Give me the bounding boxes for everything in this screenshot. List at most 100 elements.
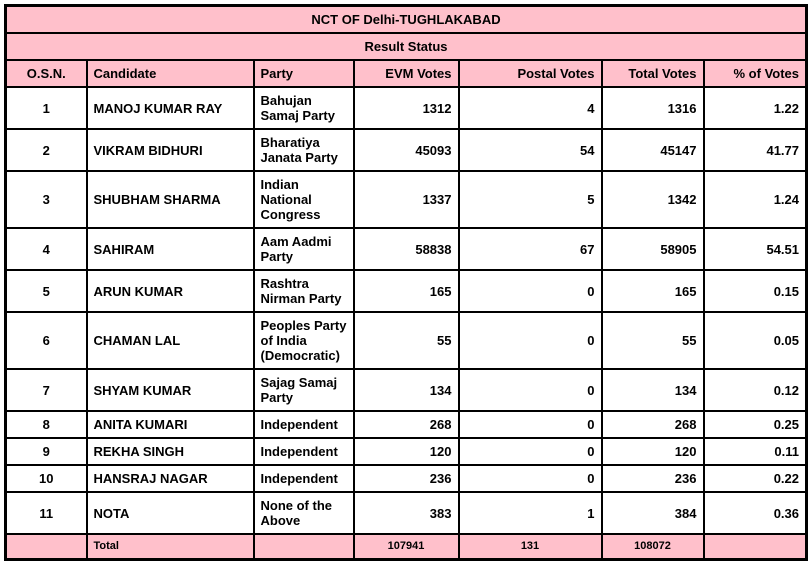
pct-votes-cell: 1.22 <box>702 86 808 130</box>
osn-cell: 1 <box>4 86 88 130</box>
table-row: 8 ANITA KUMARI Independent 268 0 268 0.2… <box>4 410 808 439</box>
osn-cell: 9 <box>4 437 88 466</box>
evm-votes-cell: 45093 <box>352 128 460 172</box>
postal-votes-cell: 4 <box>457 86 603 130</box>
column-header-candidate: Candidate <box>85 59 255 88</box>
total-pct-cell-empty <box>702 533 808 561</box>
total-votes-sum-cell: 108072 <box>600 533 705 561</box>
results-table: NCT OF Delhi-TUGHLAKABAD Result Status O… <box>4 4 809 561</box>
party-cell: Aam Aadmi Party <box>252 227 355 271</box>
postal-votes-cell: 1 <box>457 491 603 535</box>
total-label-cell: Total <box>85 533 255 561</box>
candidate-cell: MANOJ KUMAR RAY <box>85 86 255 130</box>
candidate-cell: ARUN KUMAR <box>85 269 255 313</box>
osn-cell: 4 <box>4 227 88 271</box>
osn-cell: 5 <box>4 269 88 313</box>
total-party-cell-empty <box>252 533 355 561</box>
party-cell: Peoples Party of India (Democratic) <box>252 311 355 370</box>
postal-votes-cell: 0 <box>457 368 603 412</box>
party-cell: Rashtra Nirman Party <box>252 269 355 313</box>
evm-votes-cell: 1337 <box>352 170 460 229</box>
total-row: Total 107941 131 108072 <box>4 533 808 561</box>
column-header-pct-votes: % of Votes <box>702 59 808 88</box>
pct-votes-cell: 54.51 <box>702 227 808 271</box>
postal-votes-cell: 0 <box>457 269 603 313</box>
osn-cell: 2 <box>4 128 88 172</box>
party-cell: None of the Above <box>252 491 355 535</box>
osn-cell: 6 <box>4 311 88 370</box>
postal-votes-cell: 54 <box>457 128 603 172</box>
table-row: 3 SHUBHAM SHARMA Indian National Congres… <box>4 170 808 229</box>
party-cell: Indian National Congress <box>252 170 355 229</box>
total-postal-votes-cell: 131 <box>457 533 603 561</box>
party-cell: Independent <box>252 464 355 493</box>
column-header-total-votes: Total Votes <box>600 59 705 88</box>
total-votes-cell: 1342 <box>600 170 705 229</box>
candidate-cell: SHYAM KUMAR <box>85 368 255 412</box>
column-header-osn: O.S.N. <box>4 59 88 88</box>
evm-votes-cell: 134 <box>352 368 460 412</box>
postal-votes-cell: 0 <box>457 437 603 466</box>
postal-votes-cell: 5 <box>457 170 603 229</box>
column-header-evm-votes: EVM Votes <box>352 59 460 88</box>
subtitle-row: Result Status <box>4 32 808 61</box>
candidate-cell: VIKRAM BIDHURI <box>85 128 255 172</box>
party-cell: Independent <box>252 410 355 439</box>
pct-votes-cell: 0.36 <box>702 491 808 535</box>
osn-cell: 11 <box>4 491 88 535</box>
column-header-row: O.S.N. Candidate Party EVM Votes Postal … <box>4 59 808 88</box>
title-row: NCT OF Delhi-TUGHLAKABAD <box>4 4 808 34</box>
evm-votes-cell: 58838 <box>352 227 460 271</box>
total-votes-cell: 45147 <box>600 128 705 172</box>
evm-votes-cell: 120 <box>352 437 460 466</box>
osn-cell: 7 <box>4 368 88 412</box>
total-votes-cell: 165 <box>600 269 705 313</box>
table-row: 6 CHAMAN LAL Peoples Party of India (Dem… <box>4 311 808 370</box>
total-votes-cell: 1316 <box>600 86 705 130</box>
pct-votes-cell: 0.12 <box>702 368 808 412</box>
page-title: NCT OF Delhi-TUGHLAKABAD <box>4 4 808 34</box>
table-row: 11 NOTA None of the Above 383 1 384 0.36 <box>4 491 808 535</box>
candidate-cell: ANITA KUMARI <box>85 410 255 439</box>
total-votes-cell: 134 <box>600 368 705 412</box>
pct-votes-cell: 0.25 <box>702 410 808 439</box>
total-evm-votes-cell: 107941 <box>352 533 460 561</box>
table-row: 10 HANSRAJ NAGAR Independent 236 0 236 0… <box>4 464 808 493</box>
candidate-cell: REKHA SINGH <box>85 437 255 466</box>
table-row: 1 MANOJ KUMAR RAY Bahujan Samaj Party 13… <box>4 86 808 130</box>
column-header-party: Party <box>252 59 355 88</box>
osn-cell: 10 <box>4 464 88 493</box>
table-row: 4 SAHIRAM Aam Aadmi Party 58838 67 58905… <box>4 227 808 271</box>
evm-votes-cell: 268 <box>352 410 460 439</box>
pct-votes-cell: 0.15 <box>702 269 808 313</box>
candidate-cell: HANSRAJ NAGAR <box>85 464 255 493</box>
total-votes-cell: 120 <box>600 437 705 466</box>
evm-votes-cell: 236 <box>352 464 460 493</box>
evm-votes-cell: 1312 <box>352 86 460 130</box>
total-votes-cell: 58905 <box>600 227 705 271</box>
pct-votes-cell: 0.11 <box>702 437 808 466</box>
pct-votes-cell: 0.05 <box>702 311 808 370</box>
table-row: 9 REKHA SINGH Independent 120 0 120 0.11 <box>4 437 808 466</box>
result-status-subtitle: Result Status <box>4 32 808 61</box>
evm-votes-cell: 165 <box>352 269 460 313</box>
candidate-cell: CHAMAN LAL <box>85 311 255 370</box>
total-votes-cell: 236 <box>600 464 705 493</box>
candidate-cell: SAHIRAM <box>85 227 255 271</box>
pct-votes-cell: 41.77 <box>702 128 808 172</box>
evm-votes-cell: 55 <box>352 311 460 370</box>
party-cell: Sajag Samaj Party <box>252 368 355 412</box>
postal-votes-cell: 0 <box>457 464 603 493</box>
total-votes-cell: 268 <box>600 410 705 439</box>
table-row: 7 SHYAM KUMAR Sajag Samaj Party 134 0 13… <box>4 368 808 412</box>
party-cell: Bharatiya Janata Party <box>252 128 355 172</box>
party-cell: Independent <box>252 437 355 466</box>
column-header-postal-votes: Postal Votes <box>457 59 603 88</box>
osn-cell: 8 <box>4 410 88 439</box>
table-row: 5 ARUN KUMAR Rashtra Nirman Party 165 0 … <box>4 269 808 313</box>
postal-votes-cell: 0 <box>457 311 603 370</box>
total-osn-cell-empty <box>4 533 88 561</box>
pct-votes-cell: 1.24 <box>702 170 808 229</box>
pct-votes-cell: 0.22 <box>702 464 808 493</box>
